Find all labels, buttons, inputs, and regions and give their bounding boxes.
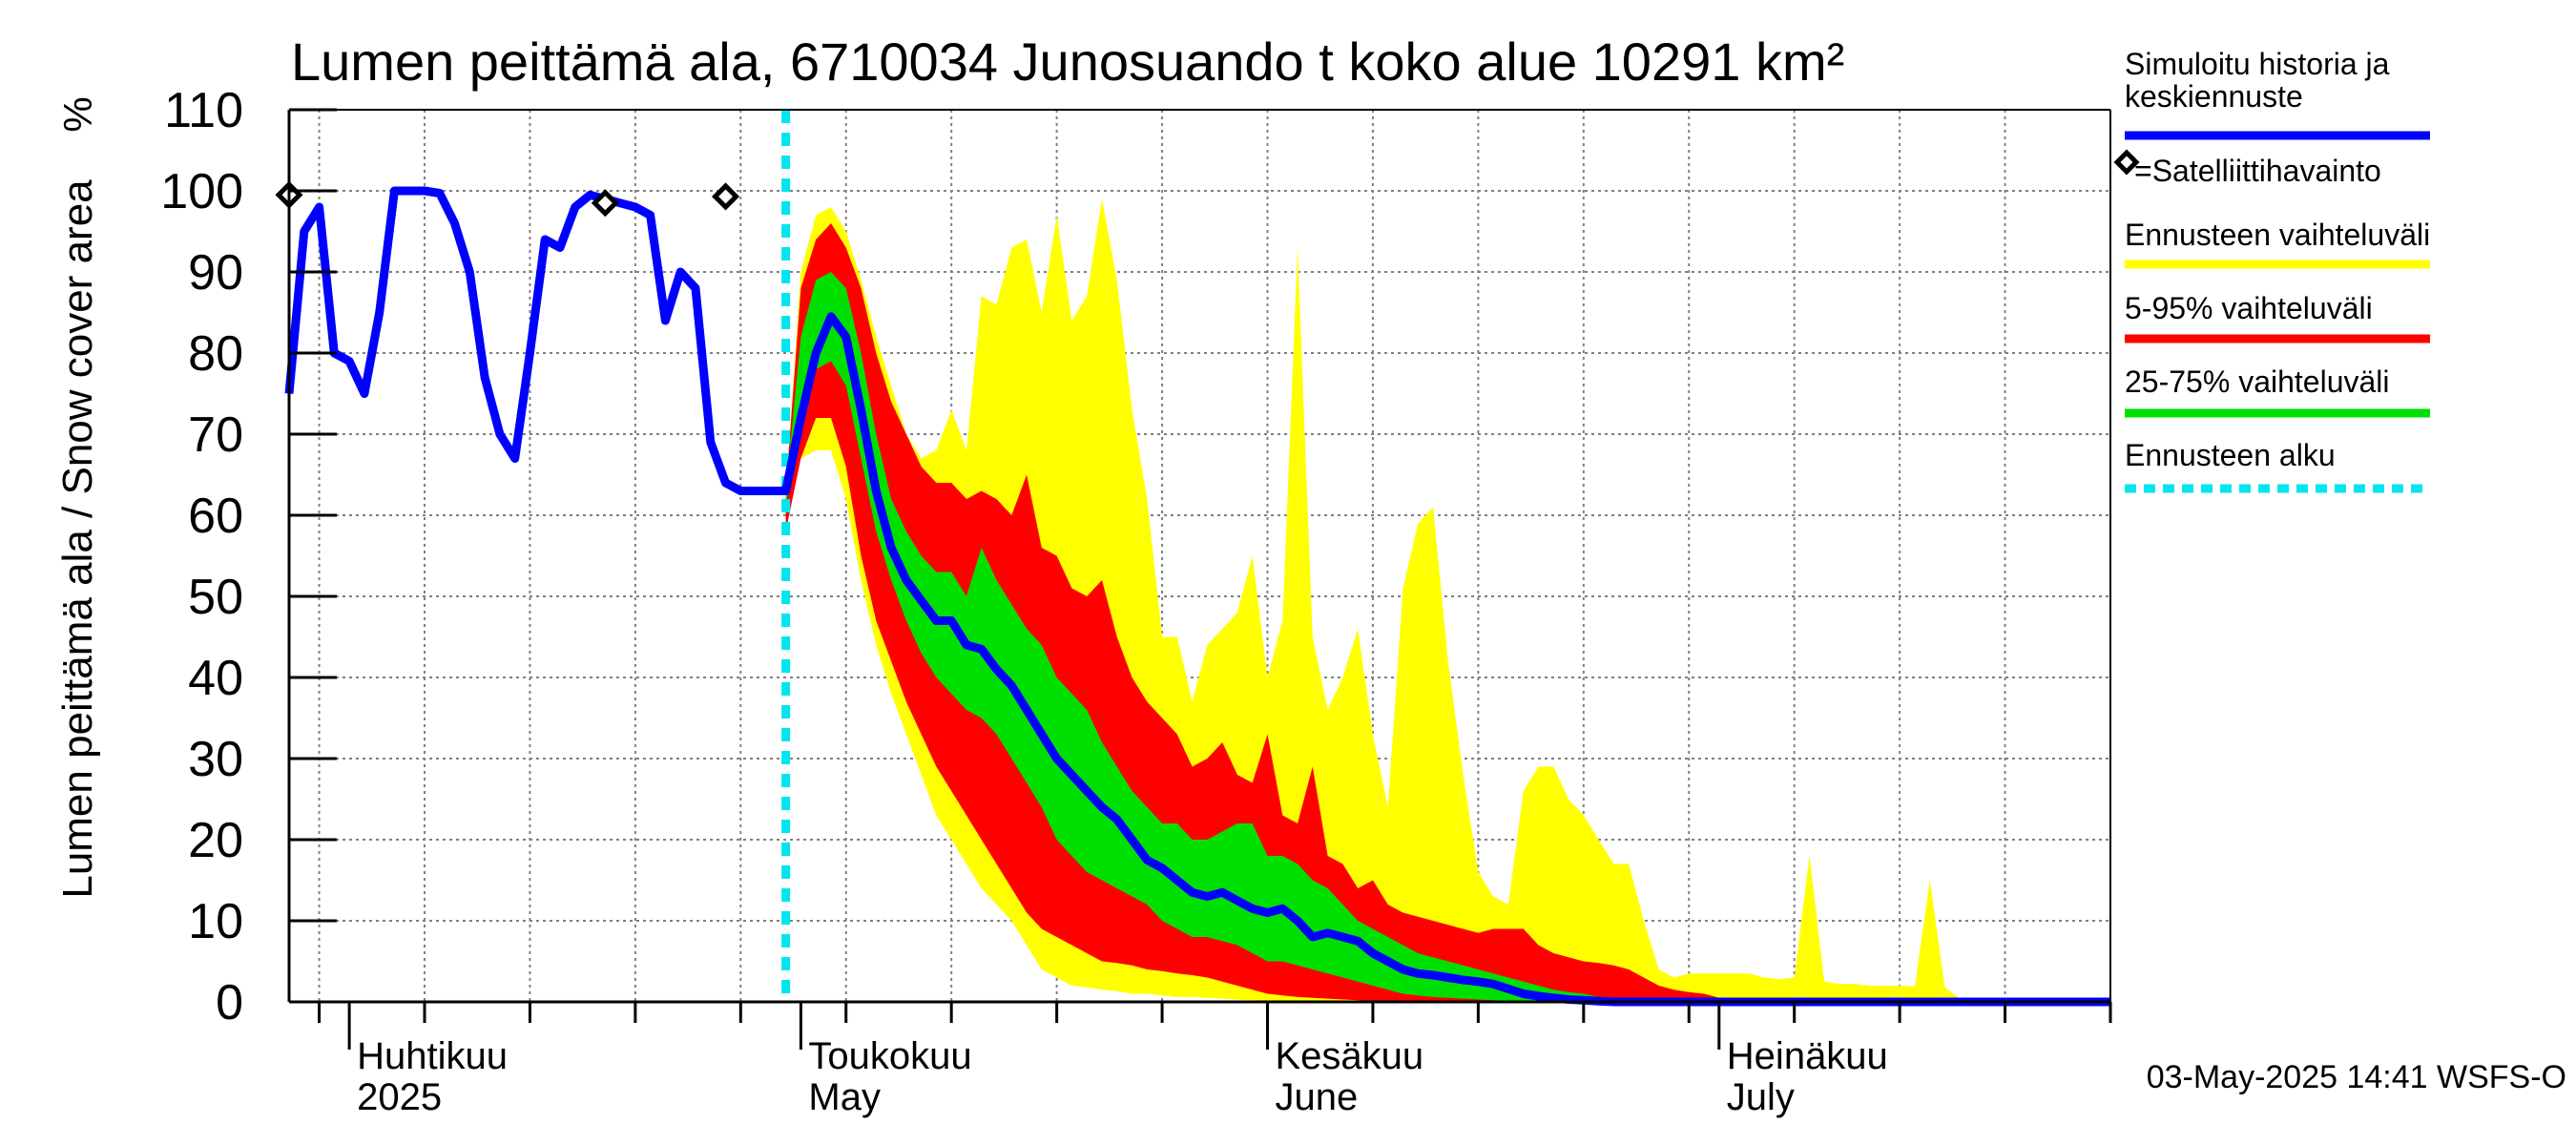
x-month-label-secondary: July <box>1727 1076 1795 1118</box>
y-tick-label: 80 <box>188 326 243 382</box>
y-tick-label: 110 <box>164 83 243 138</box>
x-month-label: Huhtikuu <box>357 1035 508 1077</box>
y-axis-label: Lumen peittämä ala / Snow cover area <box>54 179 101 899</box>
legend-label: 5-95% vaihteluväli <box>2125 291 2373 325</box>
legend-label: =Satelliittihavainto <box>2134 154 2381 188</box>
y-tick-label: 40 <box>188 651 243 706</box>
chart-title: Lumen peittämä ala, 6710034 Junosuando t… <box>291 31 1844 92</box>
x-month-label: Kesäkuu <box>1275 1035 1423 1077</box>
y-tick-label: 100 <box>160 164 243 219</box>
y-axis-unit: % <box>55 96 100 132</box>
y-tick-label: 0 <box>216 975 243 1030</box>
x-month-label-secondary: May <box>808 1076 881 1118</box>
satellite-observation-point <box>591 189 619 218</box>
footer-timestamp: 03-May-2025 14:41 WSFS-O <box>2147 1059 2566 1095</box>
y-tick-label: 90 <box>188 245 243 301</box>
y-tick-label: 50 <box>188 570 243 625</box>
satellite-observation-point <box>711 182 740 211</box>
y-tick-label: 60 <box>188 489 243 544</box>
legend-diamond-icon <box>2113 149 2140 176</box>
legend-label-line2: keskiennuste <box>2125 79 2303 114</box>
y-tick-label: 70 <box>188 407 243 463</box>
x-month-label-secondary: June <box>1275 1076 1358 1118</box>
simulated-history-line <box>284 186 2110 1007</box>
legend-label: Ennusteen alku <box>2125 438 2336 472</box>
x-month-label: Heinäkuu <box>1727 1035 1888 1077</box>
legend-label: Simuloitu historia ja <box>2125 47 2390 81</box>
x-month-label: Toukokuu <box>808 1035 971 1077</box>
series-lines <box>275 110 2110 1007</box>
y-tick-label: 30 <box>188 732 243 787</box>
y-tick-label: 10 <box>188 894 243 949</box>
y-tick-label: 20 <box>188 813 243 868</box>
x-month-label-secondary: 2025 <box>357 1076 442 1118</box>
legend-label: Ennusteen vaihteluväli <box>2125 218 2430 252</box>
legend-label: 25-75% vaihteluväli <box>2125 364 2390 399</box>
